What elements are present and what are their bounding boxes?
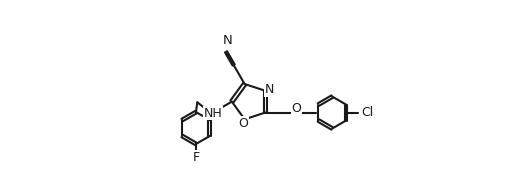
Text: NH: NH [203, 107, 222, 120]
Text: F: F [193, 151, 200, 164]
Text: O: O [239, 117, 248, 130]
Text: N: N [222, 34, 232, 47]
Text: N: N [264, 83, 273, 96]
Text: O: O [291, 102, 301, 115]
Text: Cl: Cl [361, 106, 374, 119]
